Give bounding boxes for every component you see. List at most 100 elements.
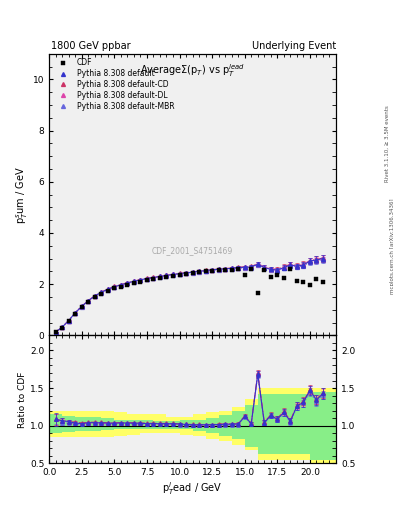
Pythia 8.308 default	[288, 262, 293, 268]
Pythia 8.308 default-MBR	[53, 329, 58, 335]
Pythia 8.308 default-DL	[99, 289, 104, 295]
Pythia 8.308 default-MBR	[255, 262, 260, 268]
Text: Average$\Sigma$(p$_T$) vs p$_T^{lead}$: Average$\Sigma$(p$_T$) vs p$_T^{lead}$	[140, 62, 245, 79]
Pythia 8.308 default-MBR	[230, 266, 234, 272]
Pythia 8.308 default-CD	[138, 276, 143, 283]
Pythia 8.308 default-CD	[145, 275, 149, 282]
CDF	[164, 274, 169, 280]
CDF	[86, 299, 91, 305]
Pythia 8.308 default-MBR	[268, 267, 273, 273]
Pythia 8.308 default-DL	[249, 264, 253, 270]
Pythia 8.308 default-MBR	[216, 267, 221, 273]
Pythia 8.308 default-DL	[151, 274, 156, 281]
Pythia 8.308 default	[119, 282, 123, 288]
Pythia 8.308 default-DL	[242, 264, 247, 270]
Pythia 8.308 default-CD	[105, 286, 110, 292]
CDF	[197, 269, 202, 275]
Pythia 8.308 default-MBR	[197, 269, 202, 275]
Pythia 8.308 default-CD	[53, 329, 58, 335]
Pythia 8.308 default	[92, 293, 97, 299]
Y-axis label: Ratio to CDF: Ratio to CDF	[18, 371, 27, 428]
Pythia 8.308 default-DL	[86, 298, 91, 304]
Pythia 8.308 default-MBR	[92, 293, 97, 300]
Pythia 8.308 default-MBR	[145, 276, 149, 282]
Pythia 8.308 default	[105, 286, 110, 292]
Pythia 8.308 default	[60, 324, 64, 330]
Pythia 8.308 default	[197, 268, 202, 274]
Pythia 8.308 default-MBR	[242, 265, 247, 271]
Text: mcplots.cern.ch [arXiv:1306.3436]: mcplots.cern.ch [arXiv:1306.3436]	[390, 198, 393, 293]
Pythia 8.308 default-MBR	[60, 325, 64, 331]
Pythia 8.308 default-DL	[210, 267, 215, 273]
Pythia 8.308 default-DL	[275, 266, 280, 272]
Pythia 8.308 default-DL	[190, 269, 195, 275]
Pythia 8.308 default	[158, 273, 162, 280]
Pythia 8.308 default-DL	[288, 261, 293, 267]
Pythia 8.308 default	[184, 270, 188, 276]
Pythia 8.308 default-CD	[99, 289, 104, 295]
CDF	[92, 294, 97, 301]
CDF	[99, 291, 104, 297]
Pythia 8.308 default	[210, 267, 215, 273]
CDF	[66, 318, 71, 325]
Pythia 8.308 default	[138, 276, 143, 283]
Pythia 8.308 default-DL	[294, 263, 299, 269]
CDF	[53, 329, 58, 335]
Text: Rivet 3.1.10, ≥ 3.5M events: Rivet 3.1.10, ≥ 3.5M events	[385, 105, 389, 182]
Pythia 8.308 default-DL	[197, 268, 202, 274]
Pythia 8.308 default-MBR	[203, 268, 208, 274]
CDF	[230, 266, 234, 272]
Pythia 8.308 default-DL	[308, 258, 312, 264]
Pythia 8.308 default-MBR	[262, 265, 267, 271]
Pythia 8.308 default-CD	[73, 309, 77, 315]
Pythia 8.308 default-CD	[184, 269, 188, 275]
Pythia 8.308 default-MBR	[281, 265, 286, 271]
Pythia 8.308 default-CD	[268, 266, 273, 272]
Pythia 8.308 default-CD	[236, 264, 241, 270]
Pythia 8.308 default-MBR	[86, 298, 91, 304]
Pythia 8.308 default-CD	[301, 261, 306, 267]
CDF	[249, 266, 253, 272]
Pythia 8.308 default-CD	[223, 265, 228, 271]
Pythia 8.308 default	[112, 284, 117, 290]
Pythia 8.308 default-CD	[203, 267, 208, 273]
Pythia 8.308 default-DL	[164, 272, 169, 279]
Pythia 8.308 default-CD	[171, 271, 175, 278]
Pythia 8.308 default-DL	[66, 317, 71, 324]
CDF	[216, 267, 221, 273]
CDF	[79, 304, 84, 310]
CDF	[145, 277, 149, 283]
X-axis label: p$_T^l$ead / GeV: p$_T^l$ead / GeV	[162, 480, 223, 497]
Pythia 8.308 default-MBR	[112, 284, 117, 290]
Pythia 8.308 default	[236, 264, 241, 270]
Line: CDF: CDF	[53, 266, 325, 335]
Pythia 8.308 default-DL	[171, 271, 175, 278]
CDF	[158, 275, 162, 281]
Pythia 8.308 default	[99, 289, 104, 295]
Pythia 8.308 default-MBR	[158, 274, 162, 280]
Pythia 8.308 default	[216, 266, 221, 272]
Pythia 8.308 default-MBR	[294, 264, 299, 270]
Pythia 8.308 default-CD	[112, 284, 117, 290]
CDF	[119, 284, 123, 290]
CDF	[321, 279, 325, 285]
Pythia 8.308 default-MBR	[308, 259, 312, 265]
CDF	[151, 276, 156, 282]
Pythia 8.308 default-MBR	[132, 279, 136, 285]
CDF	[268, 274, 273, 281]
Pythia 8.308 default-CD	[60, 324, 64, 330]
CDF	[203, 268, 208, 274]
Pythia 8.308 default-MBR	[190, 269, 195, 275]
Pythia 8.308 default-CD	[197, 268, 202, 274]
Pythia 8.308 default-CD	[132, 278, 136, 284]
Pythia 8.308 default-MBR	[210, 267, 215, 273]
Pythia 8.308 default	[177, 270, 182, 276]
CDF	[138, 279, 143, 285]
CDF	[60, 325, 64, 331]
Pythia 8.308 default-CD	[255, 261, 260, 267]
Pythia 8.308 default-MBR	[321, 257, 325, 263]
Text: CDF_2001_S4751469: CDF_2001_S4751469	[152, 246, 233, 255]
Pythia 8.308 default-DL	[314, 257, 319, 263]
Pythia 8.308 default-DL	[281, 264, 286, 270]
Pythia 8.308 default-CD	[190, 269, 195, 275]
